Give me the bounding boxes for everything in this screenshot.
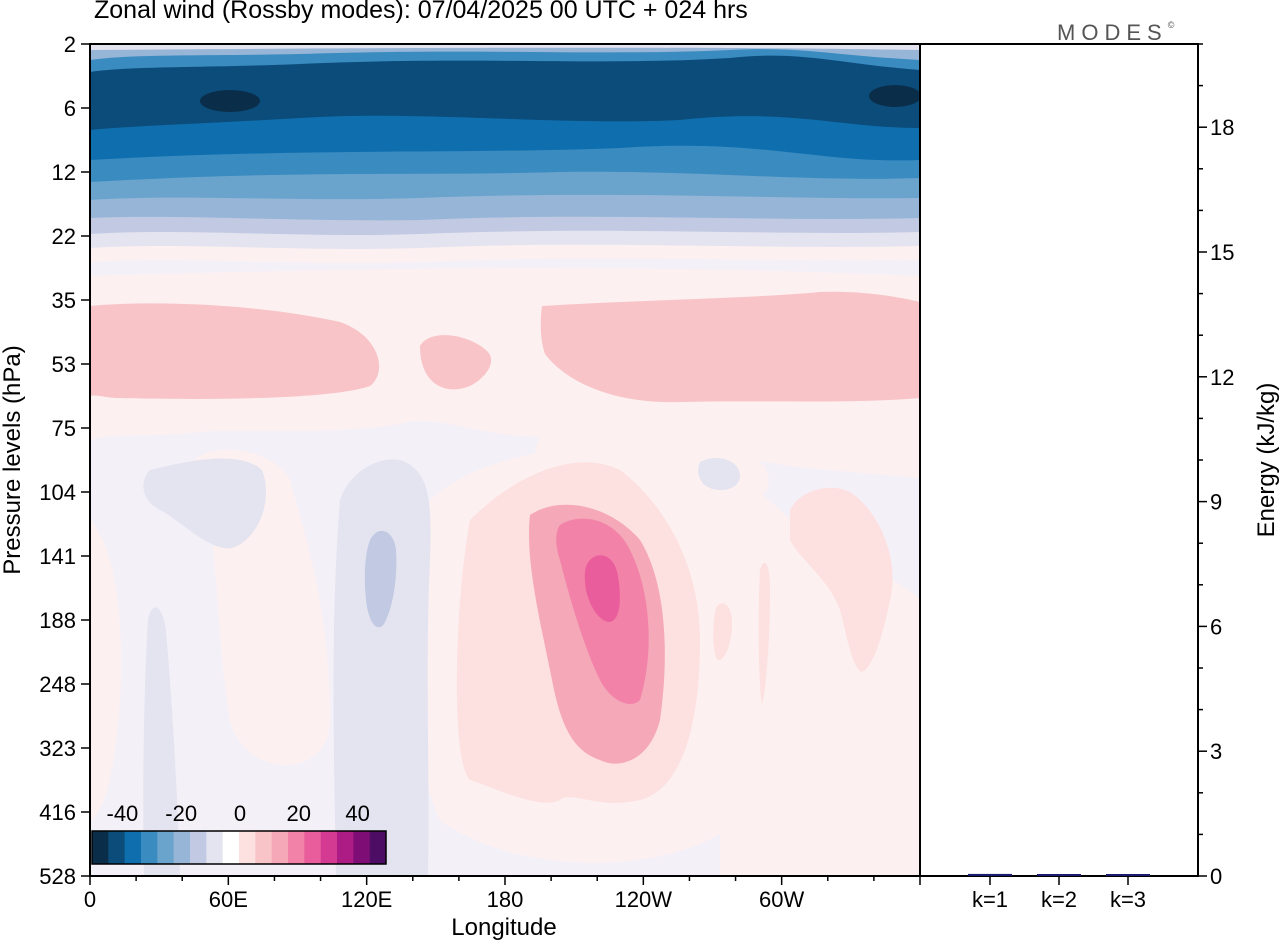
colorbar-swatch [337, 831, 354, 864]
y-tick-label: 416 [39, 800, 76, 825]
energy-tick-label: 15 [1210, 240, 1234, 265]
y-tick-label: 35 [52, 288, 76, 313]
colorbar-swatch [369, 831, 387, 864]
colorbar-swatch [190, 831, 207, 864]
colorbar-swatch [92, 831, 109, 864]
x-tick-label: 120W [615, 887, 673, 912]
colorbar-swatch [353, 831, 370, 864]
energy-bar [968, 873, 1012, 876]
colorbar-swatch [239, 831, 256, 864]
energy-tick-label: 18 [1210, 115, 1234, 140]
energy-tick-label: 0 [1210, 864, 1222, 889]
y-tick-label: 53 [52, 352, 76, 377]
colorbar [91, 830, 387, 865]
energy-tick-label: 3 [1210, 739, 1222, 764]
colorbar-frame [91, 830, 387, 865]
energy-axis: 0 3 6 9 12 15 18 [1198, 43, 1234, 889]
colorbar-tick-label: -40 [107, 801, 139, 826]
colorbar-swatch [222, 831, 240, 864]
x-tick-label: 0 [84, 887, 96, 912]
y-tick-label: 104 [39, 480, 76, 505]
y-tick-label: 22 [52, 224, 76, 249]
colorbar-swatch [304, 831, 321, 864]
colorbar-swatch [108, 831, 125, 864]
energy-tick-label: 6 [1210, 614, 1222, 639]
x-axis: 0 60E 120E 180 120W 60W [84, 876, 921, 912]
y-axis: 2 6 12 22 35 53 75 104 141 188 248 323 416 528 [39, 32, 90, 889]
energy-tick-label: 9 [1210, 490, 1222, 515]
bar-category-label: k=3 [1110, 887, 1146, 912]
logo-mark: © [1167, 20, 1175, 30]
y-tick-label: 2 [64, 32, 76, 57]
bar-category-label: k=2 [1041, 887, 1077, 912]
colorbar-tick-label: 0 [234, 801, 246, 826]
colorbar-swatch [271, 831, 289, 864]
colorbar-swatch [206, 831, 223, 864]
y-axis-label: Pressure levels (hPa) [0, 345, 26, 574]
logo-text: MODES [1057, 20, 1168, 45]
colorbar-tick-label: 40 [345, 801, 369, 826]
modes-logo: MODES© [1057, 20, 1174, 46]
y-tick-label: 141 [39, 544, 76, 569]
colorbar-swatch [141, 831, 158, 864]
y-tick-label: 323 [39, 736, 76, 761]
y-tick-label: 528 [39, 864, 76, 889]
colorbar-swatch [157, 831, 174, 864]
energy-plot-frame [919, 43, 1199, 877]
y-tick-label: 188 [39, 608, 76, 633]
colorbar-swatch [173, 831, 191, 864]
energy-axis-label: Energy (kJ/kg) [1253, 383, 1280, 538]
chart-title: Zonal wind (Rossby modes): 07/04/2025 00… [94, 0, 748, 24]
colorbar-tick-label: 20 [287, 801, 311, 826]
y-tick-label: 75 [52, 416, 76, 441]
x-tick-label: 180 [487, 887, 524, 912]
colorbar-swatch [320, 831, 338, 864]
x-axis-label: Longitude [451, 914, 556, 941]
energy-bar [1106, 874, 1150, 876]
energy-bars: k=1 k=2 k=3 [968, 873, 1150, 912]
contour-field [90, 44, 920, 876]
colorbar-swatch [124, 831, 142, 864]
bar-category-label: k=1 [972, 887, 1008, 912]
x-tick-label: 60E [209, 887, 248, 912]
colorbar-swatch [288, 831, 305, 864]
y-tick-label: 6 [64, 96, 76, 121]
energy-bar [1037, 874, 1081, 876]
x-tick-label: 120E [341, 887, 392, 912]
y-tick-label: 248 [39, 672, 76, 697]
x-tick-label: 60W [759, 887, 804, 912]
y-tick-label: 12 [52, 160, 76, 185]
colorbar-tick-labels: -40 -20 0 20 40 [107, 801, 370, 826]
energy-tick-label: 12 [1210, 365, 1234, 390]
colorbar-swatch [255, 831, 272, 864]
colorbar-tick-label: -20 [165, 801, 197, 826]
